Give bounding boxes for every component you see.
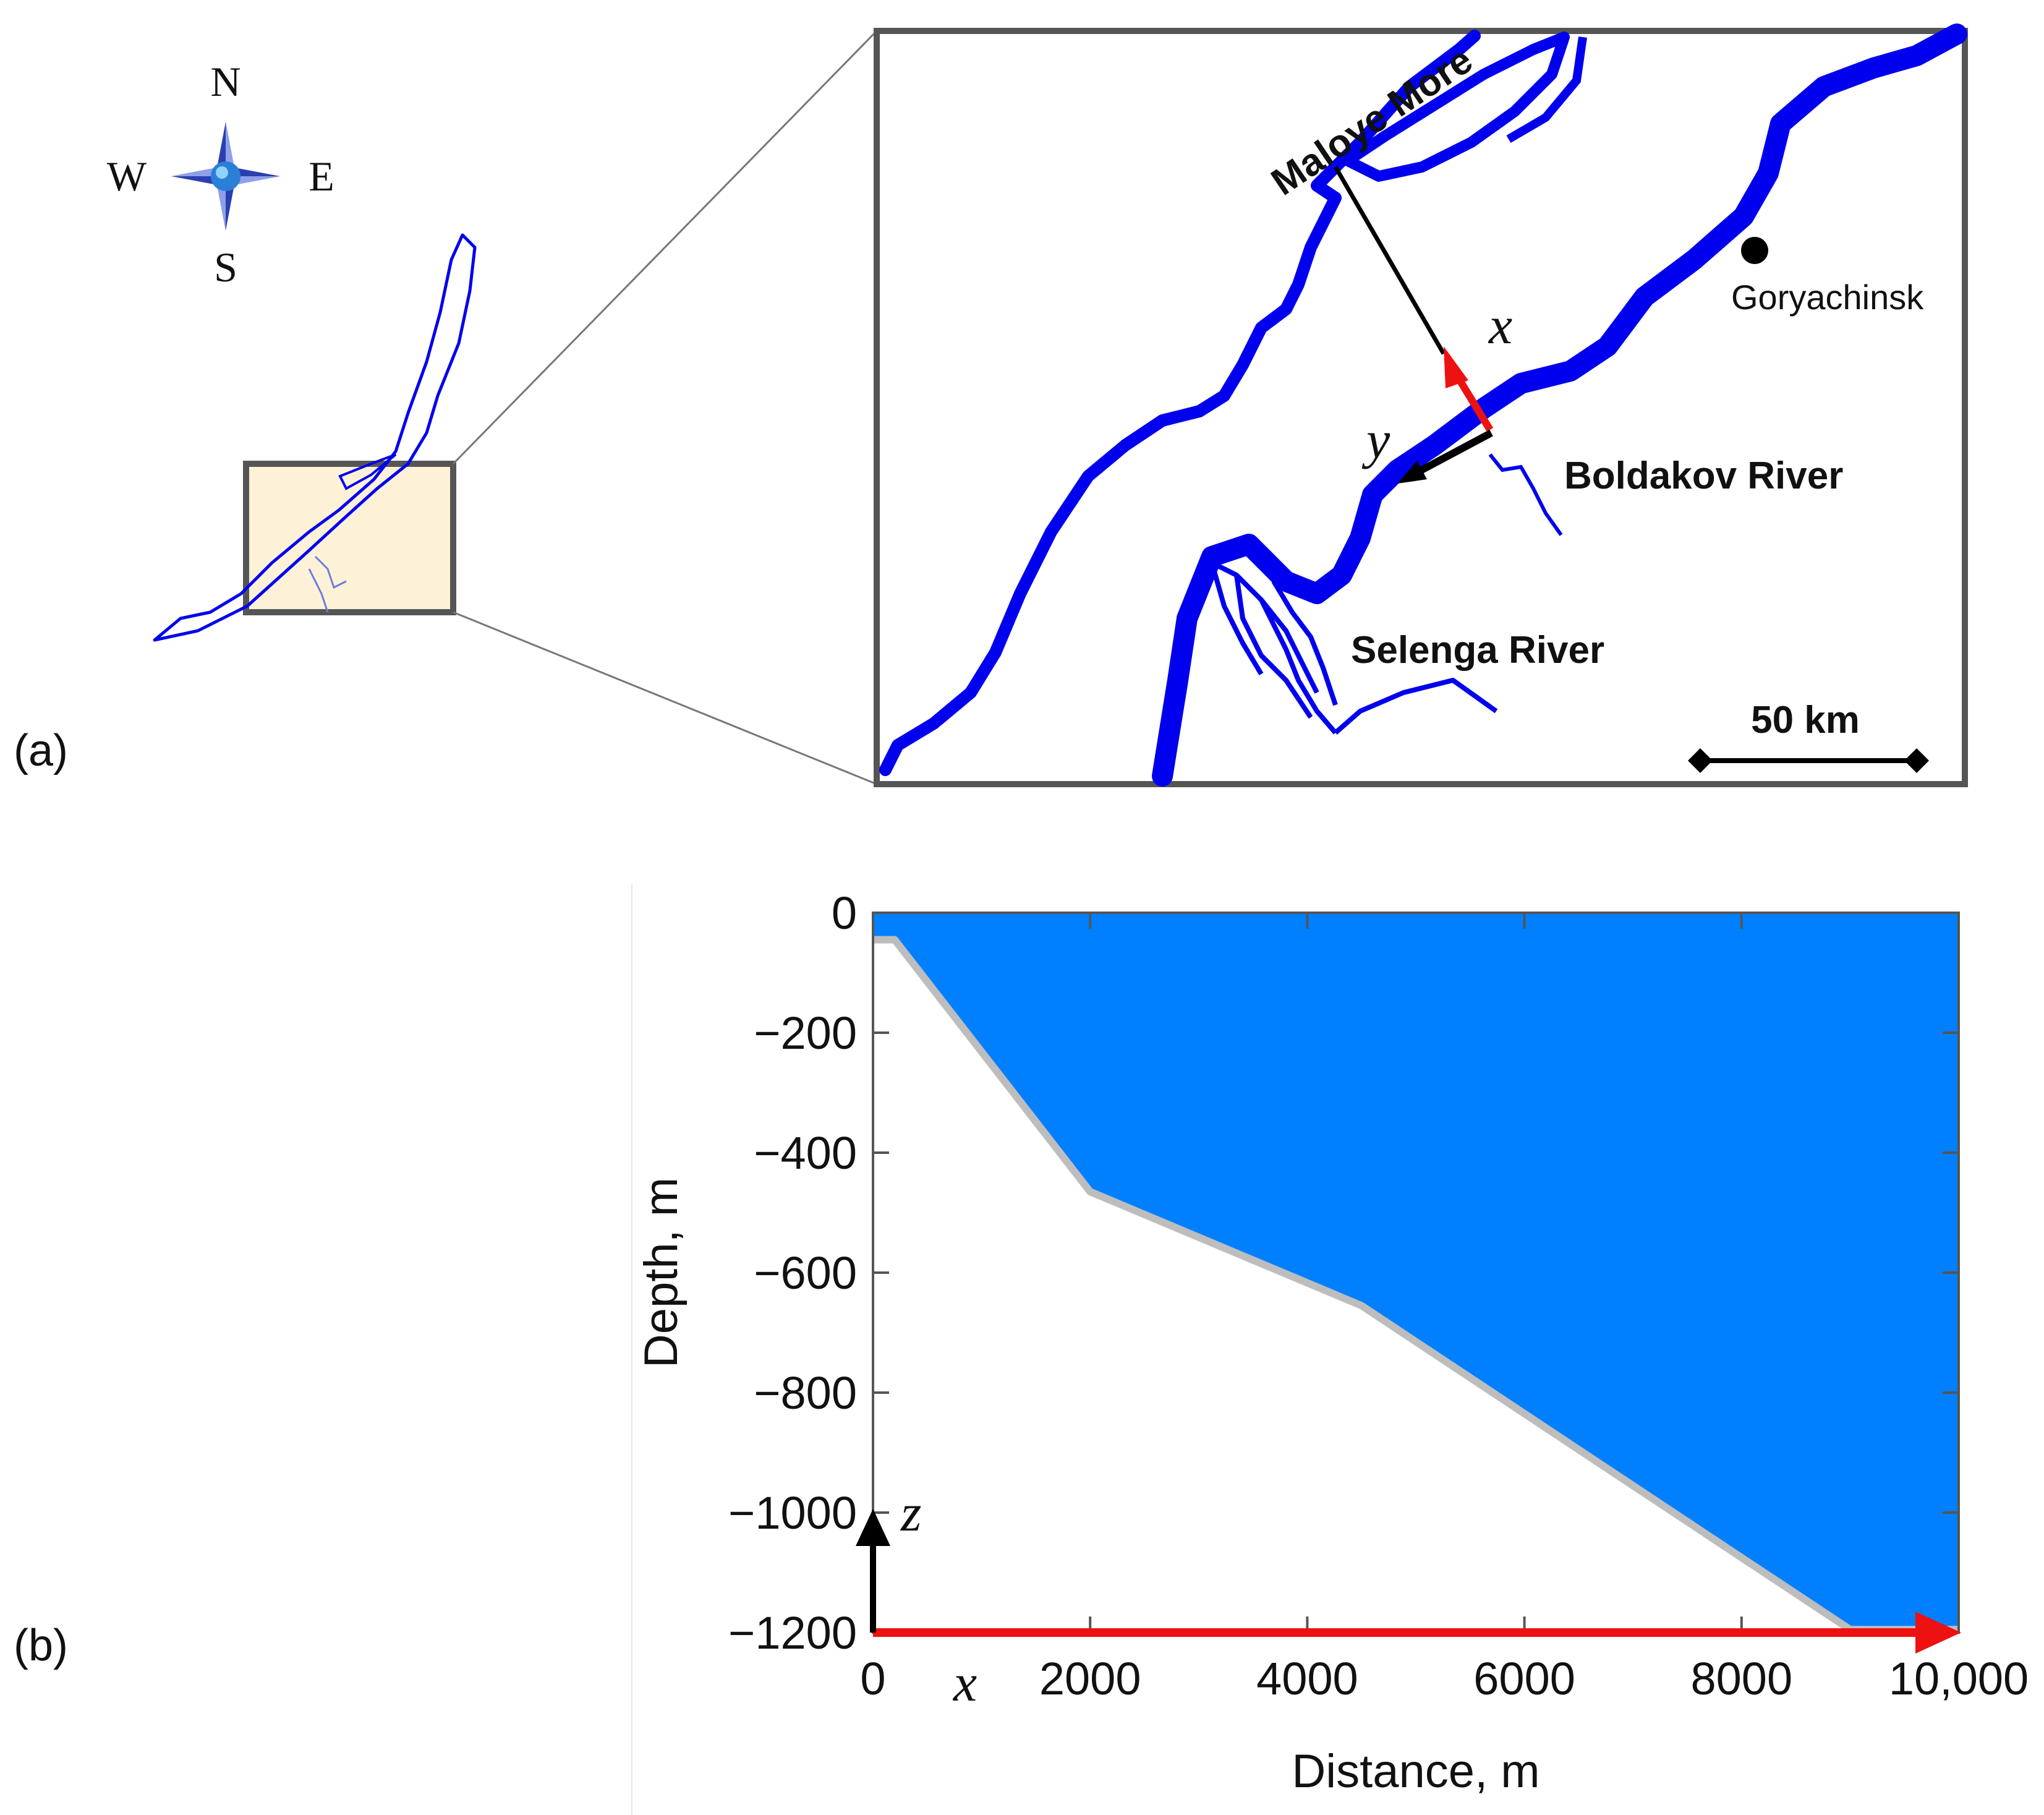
panel-a-label: (a)	[14, 726, 68, 775]
y-tick-label: −600	[754, 1247, 857, 1299]
transect-line	[1333, 166, 1446, 355]
scale-bar-label: 50 km	[1751, 699, 1860, 741]
zoom-line-top	[452, 30, 878, 465]
lake-island	[338, 453, 397, 490]
boldakov-river	[1488, 453, 1563, 536]
panel-a: (a) N S E W	[14, 23, 1968, 787]
highlight-box	[243, 461, 456, 615]
x-tick-label: 10,000	[1889, 1653, 2029, 1704]
y-axis-arrowhead	[1397, 461, 1427, 484]
goryachinsk-label: Goryachinsk	[1731, 278, 1924, 317]
y-tick-label: −200	[754, 1007, 857, 1059]
y-tick-label: −1000	[728, 1487, 857, 1539]
y-axis-title: Depth, m	[635, 1177, 688, 1368]
compass-east: E	[309, 153, 334, 200]
x-axis-arrowhead	[1444, 346, 1468, 388]
boldakov-river-label: Boldakov River	[1564, 455, 1843, 497]
x-tick-label: 6000	[1473, 1653, 1575, 1704]
compass-north: N	[210, 58, 241, 105]
inset-frame	[874, 28, 1968, 787]
lake-river-small	[308, 555, 347, 613]
compass-west: W	[107, 153, 147, 200]
y-tick-label: −800	[754, 1367, 857, 1419]
local-axes: x y	[1361, 296, 1512, 484]
panel-b-label: (b)	[14, 1621, 68, 1670]
x-axis-arrowhead	[1915, 1612, 1961, 1654]
northwest-shore	[879, 30, 1481, 776]
southeast-shore	[1152, 23, 1967, 787]
compass-south: S	[214, 244, 237, 291]
tick-labels: 0 2000 4000 6000 8000 10,000 0 −200 −400 −600 −800…	[728, 887, 2029, 1704]
x-axis-title: Distance, m	[1292, 1745, 1539, 1798]
y-tick-label: 0	[832, 887, 857, 939]
x-tick-label: 4000	[1256, 1653, 1358, 1704]
inset-y-axis-label: y	[1361, 410, 1390, 469]
panel-b: (b) 0 2000 4000 6000 8000 10,000 0 −200 −400 −600…	[14, 884, 2029, 1815]
z-axis-arrowhead	[856, 1509, 890, 1546]
scale-bar: 50 km	[1688, 699, 1929, 773]
selenga-delta	[1209, 560, 1498, 735]
depth-profile-chart: 0 2000 4000 6000 8000 10,000 0 −200 −400 −600 −800…	[635, 887, 2029, 1798]
lake-outline	[153, 233, 477, 642]
y-tick-label: −400	[754, 1127, 857, 1179]
x-tick-label: 8000	[1690, 1653, 1792, 1704]
compass-rose-icon	[171, 122, 280, 231]
x-axis-variable: x	[952, 1653, 977, 1712]
olkhon-island	[1342, 32, 1570, 182]
x-tick-label: 0	[860, 1653, 885, 1704]
olkhon-inner	[1506, 36, 1587, 143]
water-area	[873, 913, 1959, 1630]
selenga-river-label: Selenga River	[1351, 629, 1604, 672]
inset-x-axis-label: x	[1488, 296, 1512, 355]
compass: N S E W	[107, 58, 334, 291]
lake-overview	[153, 233, 477, 642]
zoom-line-bottom	[453, 611, 877, 785]
y-tick-label: −1200	[728, 1607, 857, 1659]
inset-map: x y Maloye More Goryachinsk Boldakov Riv…	[874, 23, 1968, 787]
z-axis-variable: z	[900, 1483, 921, 1542]
x-tick-label: 2000	[1039, 1653, 1141, 1704]
coordinate-arrows: z x	[856, 1483, 1961, 1712]
goryachinsk-marker	[1741, 237, 1768, 264]
